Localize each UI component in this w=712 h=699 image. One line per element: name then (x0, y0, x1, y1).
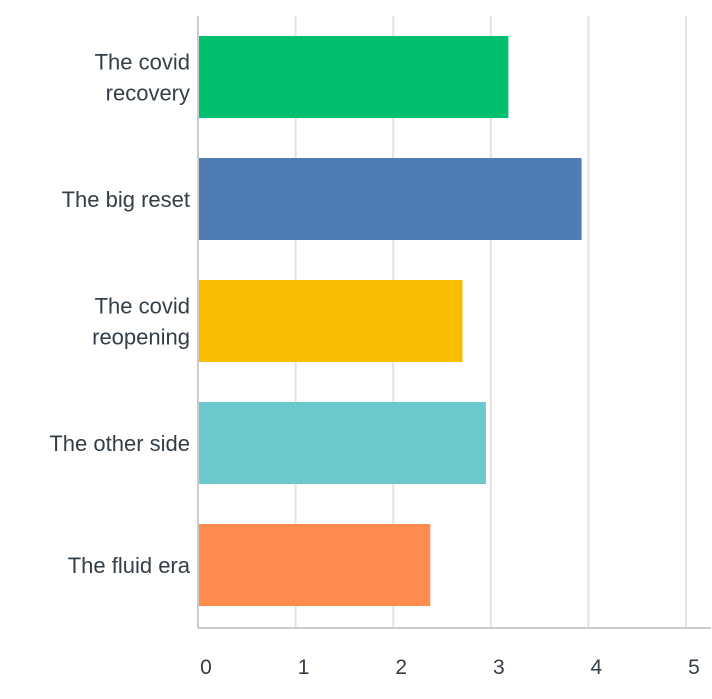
x-tick-label: 3 (493, 656, 505, 679)
category-label: The covid recovery (95, 50, 190, 106)
bar (198, 158, 582, 240)
category-label-line: The covid (95, 50, 190, 75)
axes (197, 16, 711, 629)
category-label-line: The big reset (62, 187, 190, 212)
category-label: The big reset (62, 187, 190, 212)
category-label-line: The other side (49, 431, 190, 456)
x-tick-label: 2 (395, 656, 407, 679)
category-label-line: reopening (92, 325, 190, 350)
category-label-line: The fluid era (68, 553, 191, 578)
x-tick-label: 0 (200, 656, 212, 679)
x-tick-label: 4 (591, 656, 603, 679)
category-label-line: recovery (106, 81, 190, 106)
category-label: The fluid era (68, 553, 191, 578)
category-label: The other side (49, 431, 190, 456)
bar (198, 524, 431, 606)
category-labels: The covid recovery The big reset The covid r… (49, 50, 190, 579)
bar (198, 402, 486, 484)
category-label: The covid reopening (92, 294, 190, 350)
x-tick-label: 1 (298, 656, 310, 679)
tick-labels: 0 1 2 3 4 5 (200, 656, 700, 679)
bars (198, 36, 582, 606)
bar (198, 36, 509, 118)
category-label-line: The covid (95, 294, 190, 319)
x-tick-label: 5 (688, 656, 700, 679)
bar (198, 280, 463, 362)
